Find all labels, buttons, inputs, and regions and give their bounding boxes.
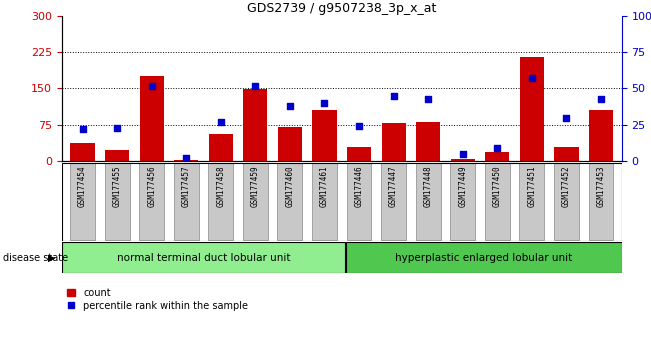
FancyBboxPatch shape <box>105 163 130 240</box>
FancyBboxPatch shape <box>519 163 544 240</box>
Text: GSM177459: GSM177459 <box>251 165 260 207</box>
Point <box>284 103 295 109</box>
FancyBboxPatch shape <box>70 163 95 240</box>
FancyBboxPatch shape <box>485 163 510 240</box>
Point <box>354 124 365 129</box>
Text: hyperplastic enlarged lobular unit: hyperplastic enlarged lobular unit <box>395 252 572 263</box>
FancyBboxPatch shape <box>243 163 268 240</box>
Bar <box>70 143 94 161</box>
Bar <box>347 147 371 161</box>
FancyBboxPatch shape <box>589 163 613 240</box>
Point <box>319 100 329 106</box>
Bar <box>105 150 130 161</box>
Legend: count, percentile rank within the sample: count, percentile rank within the sample <box>66 288 248 311</box>
Text: GSM177451: GSM177451 <box>527 165 536 207</box>
Point <box>561 115 572 120</box>
Point <box>423 96 434 102</box>
Bar <box>554 147 579 161</box>
Bar <box>519 57 544 161</box>
FancyBboxPatch shape <box>139 163 164 240</box>
Bar <box>450 159 475 161</box>
Point <box>112 125 122 131</box>
Text: GSM177456: GSM177456 <box>147 165 156 207</box>
Text: GSM177453: GSM177453 <box>596 165 605 207</box>
FancyBboxPatch shape <box>174 163 199 240</box>
Text: GSM177461: GSM177461 <box>320 165 329 207</box>
Bar <box>589 110 613 161</box>
Text: disease state: disease state <box>3 252 68 263</box>
Point <box>215 119 226 125</box>
FancyBboxPatch shape <box>381 163 406 240</box>
Bar <box>381 123 406 161</box>
FancyBboxPatch shape <box>62 242 345 273</box>
FancyBboxPatch shape <box>346 242 622 273</box>
FancyBboxPatch shape <box>277 163 302 240</box>
Bar <box>416 122 440 161</box>
Title: GDS2739 / g9507238_3p_x_at: GDS2739 / g9507238_3p_x_at <box>247 2 436 15</box>
Point <box>250 83 260 88</box>
Text: GSM177458: GSM177458 <box>216 165 225 207</box>
Text: GSM177446: GSM177446 <box>355 165 363 207</box>
Point <box>389 93 399 98</box>
Bar <box>278 127 302 161</box>
Text: GSM177450: GSM177450 <box>493 165 502 207</box>
Text: GSM177460: GSM177460 <box>285 165 294 207</box>
Text: GSM177454: GSM177454 <box>78 165 87 207</box>
FancyBboxPatch shape <box>346 163 372 240</box>
FancyBboxPatch shape <box>416 163 441 240</box>
FancyBboxPatch shape <box>312 163 337 240</box>
FancyBboxPatch shape <box>450 163 475 240</box>
Bar <box>174 160 199 161</box>
Point <box>492 145 503 151</box>
FancyBboxPatch shape <box>554 163 579 240</box>
Text: GSM177448: GSM177448 <box>424 165 433 207</box>
Text: GSM177457: GSM177457 <box>182 165 191 207</box>
Point <box>77 126 88 132</box>
Bar <box>209 135 233 161</box>
Bar <box>312 110 337 161</box>
Point <box>527 75 537 81</box>
Text: ▶: ▶ <box>48 252 55 263</box>
Text: GSM177449: GSM177449 <box>458 165 467 207</box>
Bar <box>243 90 268 161</box>
Point <box>596 96 606 102</box>
Text: GSM177455: GSM177455 <box>113 165 122 207</box>
Text: GSM177452: GSM177452 <box>562 165 571 207</box>
Bar <box>139 76 164 161</box>
Point <box>458 151 468 156</box>
Point <box>181 155 191 161</box>
FancyBboxPatch shape <box>208 163 233 240</box>
Text: normal terminal duct lobular unit: normal terminal duct lobular unit <box>117 252 290 263</box>
Point <box>146 83 157 88</box>
Text: GSM177447: GSM177447 <box>389 165 398 207</box>
Bar <box>485 152 509 161</box>
